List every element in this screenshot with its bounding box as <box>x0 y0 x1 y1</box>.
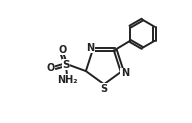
Text: S: S <box>100 84 108 94</box>
Text: NH₂: NH₂ <box>57 75 77 85</box>
Text: N: N <box>86 43 94 53</box>
Text: O: O <box>47 63 55 73</box>
Text: N: N <box>121 68 129 78</box>
Text: O: O <box>58 45 66 55</box>
Text: S: S <box>62 60 70 70</box>
